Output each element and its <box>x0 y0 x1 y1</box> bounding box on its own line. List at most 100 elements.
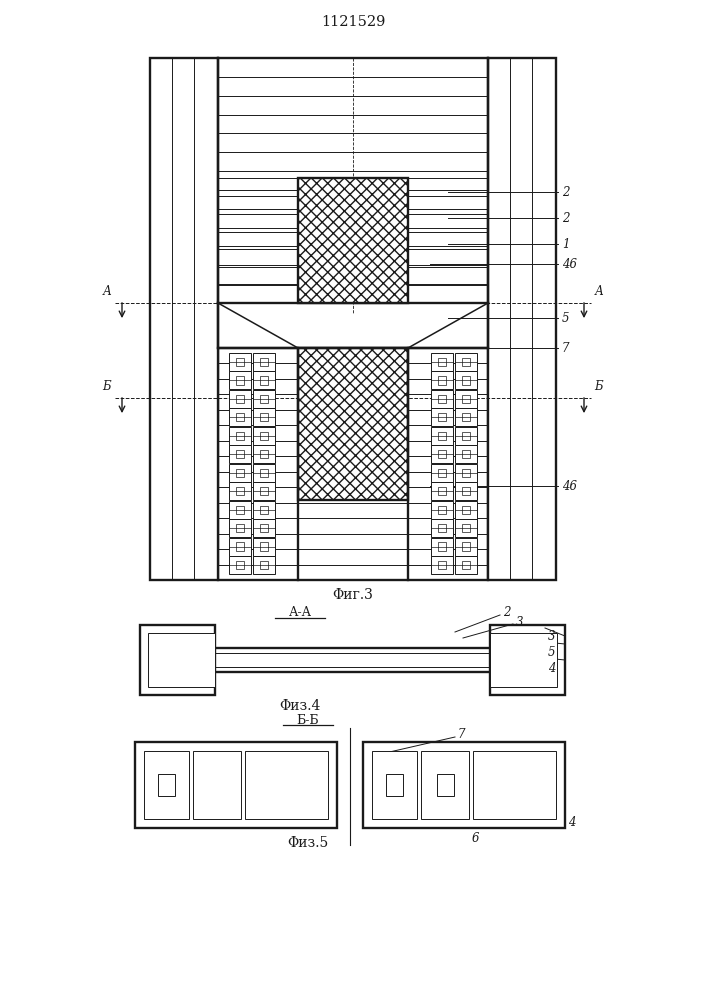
Bar <box>438 469 446 477</box>
Bar <box>253 464 275 482</box>
Bar <box>431 427 453 445</box>
Bar <box>455 408 477 426</box>
Bar <box>462 542 470 551</box>
Bar <box>259 542 268 551</box>
Bar <box>431 371 453 389</box>
Bar <box>462 561 470 569</box>
Bar <box>253 482 275 500</box>
Bar <box>259 395 268 403</box>
Bar <box>215 648 490 672</box>
Text: А: А <box>595 285 604 298</box>
Bar <box>438 506 446 514</box>
Bar <box>253 445 275 463</box>
Text: 6: 6 <box>472 832 479 844</box>
Text: Б: Б <box>103 380 111 393</box>
Bar <box>229 390 251 408</box>
Bar <box>229 464 251 482</box>
Text: Φиз.4: Φиз.4 <box>279 699 321 713</box>
Bar <box>229 371 251 389</box>
Text: 4: 4 <box>548 662 556 674</box>
Bar <box>253 556 275 574</box>
Bar <box>455 371 477 389</box>
Bar <box>431 538 453 556</box>
Bar <box>455 501 477 519</box>
Bar <box>259 450 268 458</box>
Bar <box>253 501 275 519</box>
Bar <box>431 353 453 371</box>
Bar <box>236 358 244 366</box>
Bar <box>455 427 477 445</box>
Bar <box>193 751 241 819</box>
Bar <box>158 774 175 796</box>
Bar <box>259 432 268 440</box>
Bar <box>431 482 453 500</box>
Bar <box>253 353 275 371</box>
Bar <box>462 524 470 532</box>
Bar <box>259 376 268 385</box>
Text: 5: 5 <box>562 312 570 324</box>
Bar <box>438 358 446 366</box>
Bar <box>298 348 408 500</box>
Text: Б-Б: Б-Б <box>297 714 320 726</box>
Text: 3: 3 <box>516 615 523 629</box>
Text: Б: Б <box>595 380 603 393</box>
Bar <box>455 353 477 371</box>
Bar <box>236 524 244 532</box>
Bar <box>229 556 251 574</box>
Bar <box>438 432 446 440</box>
Bar <box>236 432 244 440</box>
Bar <box>372 751 417 819</box>
Text: А-А: А-А <box>288 606 312 619</box>
Text: 5: 5 <box>548 646 556 658</box>
Text: 4: 4 <box>568 816 575 830</box>
Bar <box>455 464 477 482</box>
Text: 2: 2 <box>562 212 570 225</box>
Bar <box>236 413 244 421</box>
Bar <box>438 487 446 495</box>
Bar <box>455 445 477 463</box>
Bar <box>259 413 268 421</box>
Bar <box>421 751 469 819</box>
Bar <box>462 358 470 366</box>
Bar <box>473 751 556 819</box>
Bar <box>259 358 268 366</box>
Bar <box>236 376 244 385</box>
Bar <box>431 464 453 482</box>
Bar <box>259 469 268 477</box>
Bar <box>431 408 453 426</box>
Bar <box>455 519 477 537</box>
Bar <box>259 524 268 532</box>
Bar <box>229 445 251 463</box>
Bar <box>253 390 275 408</box>
Bar <box>236 542 244 551</box>
Bar <box>259 506 268 514</box>
Bar <box>431 390 453 408</box>
Text: 3: 3 <box>548 631 556 644</box>
Bar <box>462 432 470 440</box>
Text: 1121529: 1121529 <box>321 15 386 29</box>
Bar <box>148 633 215 687</box>
Bar <box>229 519 251 537</box>
Bar <box>236 450 244 458</box>
Bar <box>298 178 408 303</box>
Text: 2: 2 <box>562 186 570 198</box>
Text: 1: 1 <box>562 237 570 250</box>
Bar <box>253 371 275 389</box>
Bar <box>253 427 275 445</box>
Text: Φиз.5: Φиз.5 <box>287 836 329 850</box>
Bar <box>229 482 251 500</box>
Bar <box>455 538 477 556</box>
Bar <box>436 774 453 796</box>
Bar <box>462 487 470 495</box>
Text: 7: 7 <box>562 342 570 355</box>
Bar <box>462 450 470 458</box>
Text: Φиг.3: Φиг.3 <box>332 588 373 602</box>
Bar <box>229 501 251 519</box>
Bar <box>438 561 446 569</box>
Text: 7: 7 <box>458 728 465 742</box>
Bar <box>455 482 477 500</box>
Bar <box>431 556 453 574</box>
Bar <box>253 408 275 426</box>
Bar <box>218 348 488 580</box>
Bar <box>229 353 251 371</box>
